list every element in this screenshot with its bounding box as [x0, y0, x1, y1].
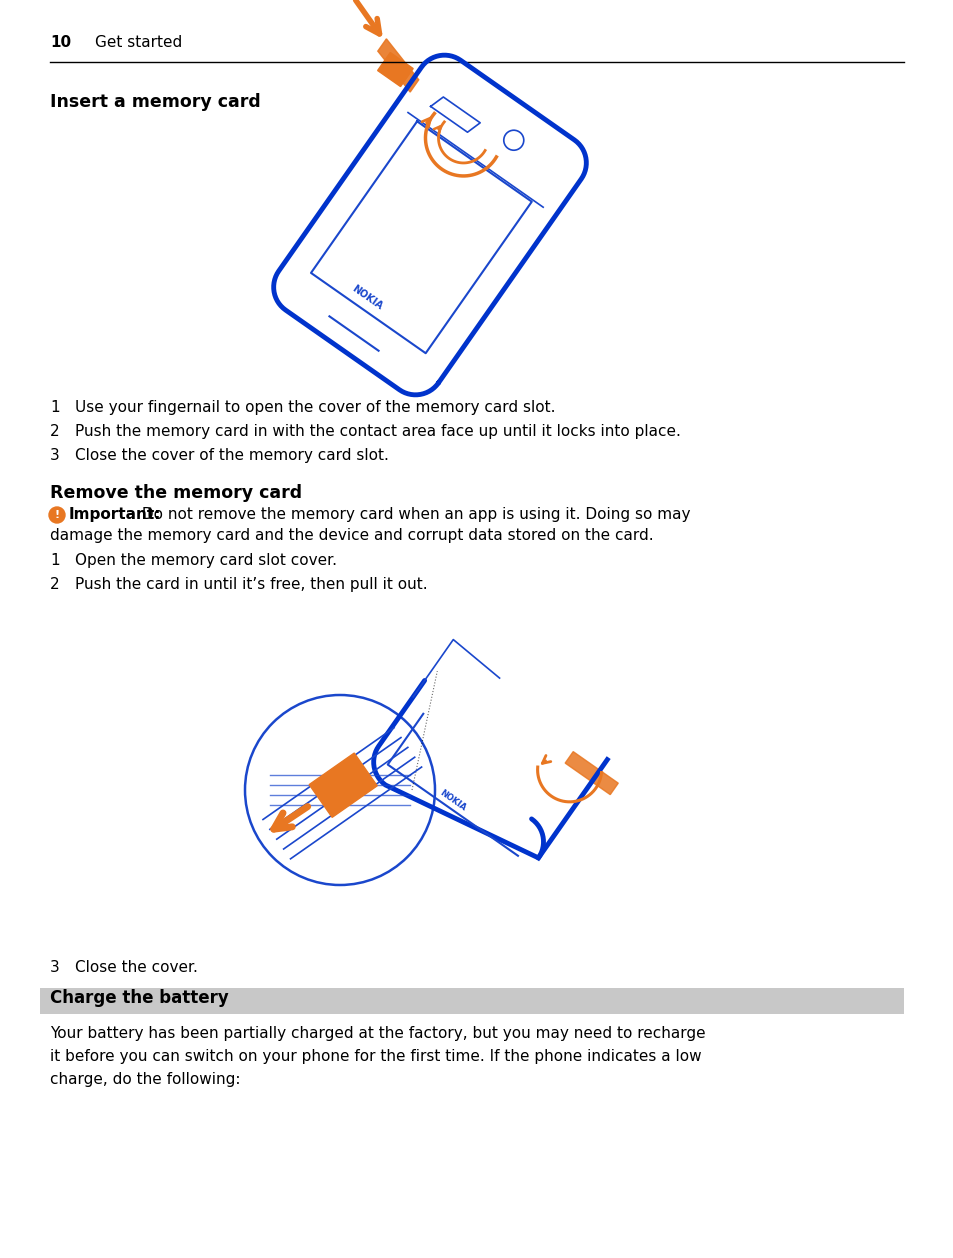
Text: !: !	[54, 509, 59, 520]
Polygon shape	[377, 39, 418, 92]
Text: Close the cover.: Close the cover.	[75, 960, 197, 975]
Text: 3: 3	[50, 960, 60, 975]
Text: Open the memory card slot cover.: Open the memory card slot cover.	[75, 554, 336, 569]
Polygon shape	[309, 754, 376, 818]
Text: 3: 3	[50, 448, 60, 463]
Text: NOKIA: NOKIA	[437, 788, 467, 813]
Text: 2: 2	[50, 424, 59, 439]
Text: Push the memory card in with the contact area face up until it locks into place.: Push the memory card in with the contact…	[75, 424, 680, 439]
Text: NOKIA: NOKIA	[350, 283, 384, 312]
Text: 1: 1	[50, 400, 59, 415]
Text: it before you can switch on your phone for the first time. If the phone indicate: it before you can switch on your phone f…	[50, 1049, 700, 1064]
Circle shape	[49, 507, 65, 523]
Text: Do not remove the memory card when an app is using it. Doing so may: Do not remove the memory card when an ap…	[137, 507, 690, 522]
Text: Charge the battery: Charge the battery	[50, 989, 229, 1006]
Text: Your battery has been partially charged at the factory, but you may need to rech: Your battery has been partially charged …	[50, 1027, 705, 1042]
Text: charge, do the following:: charge, do the following:	[50, 1072, 240, 1087]
Text: Get started: Get started	[95, 35, 182, 50]
Polygon shape	[564, 751, 618, 795]
Text: 2: 2	[50, 577, 59, 593]
Text: damage the memory card and the device and corrupt data stored on the card.: damage the memory card and the device an…	[50, 528, 653, 543]
Text: Use your fingernail to open the cover of the memory card slot.: Use your fingernail to open the cover of…	[75, 400, 555, 415]
Text: Insert a memory card: Insert a memory card	[50, 93, 260, 111]
Polygon shape	[377, 53, 413, 87]
Text: Remove the memory card: Remove the memory card	[50, 484, 302, 502]
Text: Important:: Important:	[69, 507, 161, 522]
Text: Push the card in until it’s free, then pull it out.: Push the card in until it’s free, then p…	[75, 577, 427, 593]
FancyBboxPatch shape	[40, 988, 903, 1014]
Text: 10: 10	[50, 35, 71, 50]
Text: 1: 1	[50, 554, 59, 569]
Text: Close the cover of the memory card slot.: Close the cover of the memory card slot.	[75, 448, 389, 463]
